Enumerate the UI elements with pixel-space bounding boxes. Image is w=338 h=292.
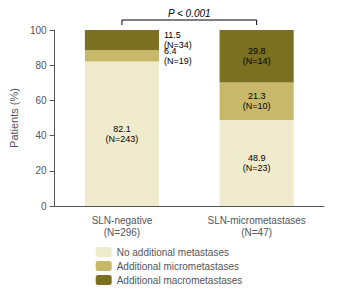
svg-text:(N=19): (N=19) [164, 56, 192, 66]
svg-text:(N=34): (N=34) [164, 40, 192, 50]
svg-text:82.1: 82.1 [113, 124, 131, 134]
svg-text:P < 0.001: P < 0.001 [168, 8, 211, 19]
svg-text:40: 40 [35, 130, 47, 141]
svg-text:(N=14): (N=14) [243, 56, 271, 66]
svg-text:Patients (%): Patients (%) [8, 88, 20, 148]
svg-text:48.9: 48.9 [248, 153, 266, 163]
svg-text:Additional macrometastases: Additional macrometastases [117, 275, 243, 286]
svg-text:29.8: 29.8 [248, 46, 266, 56]
svg-text:SLN-micrometastases: SLN-micrometastases [207, 215, 305, 226]
svg-text:(N=296): (N=296) [104, 227, 140, 238]
svg-text:SLN-negative: SLN-negative [92, 215, 153, 226]
svg-text:100: 100 [30, 25, 47, 36]
svg-text:Additional micrometastases: Additional micrometastases [117, 261, 239, 272]
svg-text:80: 80 [35, 60, 47, 71]
svg-text:21.3: 21.3 [248, 91, 266, 101]
svg-text:(N=243): (N=243) [106, 134, 139, 144]
svg-text:20: 20 [35, 165, 47, 176]
svg-text:No additional metastases: No additional metastases [117, 247, 229, 258]
svg-text:(N=23): (N=23) [243, 163, 271, 173]
svg-text:0: 0 [41, 201, 47, 212]
svg-text:60: 60 [35, 95, 47, 106]
svg-text:(N=47): (N=47) [241, 227, 272, 238]
svg-text:11.5: 11.5 [164, 30, 181, 40]
svg-text:6.4: 6.4 [164, 45, 177, 56]
svg-text:(N=10): (N=10) [243, 101, 271, 111]
